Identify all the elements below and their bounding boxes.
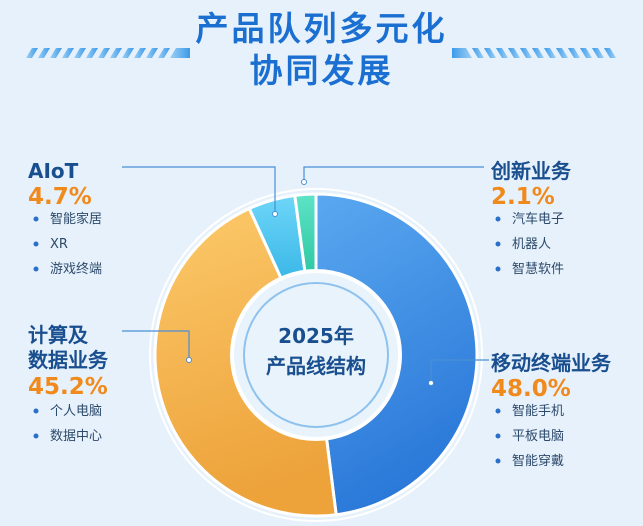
leader-line-mobile bbox=[430, 359, 489, 381]
mobile-item-2: 平板电脑 bbox=[512, 429, 564, 444]
inner-ring bbox=[243, 282, 389, 428]
innovation-percent: 2.1% bbox=[491, 184, 555, 210]
decor-stripes-left bbox=[26, 48, 190, 58]
innovation-item-3: 智慧软件 bbox=[512, 261, 564, 277]
computing-percent: 45.2% bbox=[28, 374, 108, 400]
mobile-percent: 48.0% bbox=[491, 376, 571, 402]
leader-dot-innovation bbox=[301, 179, 307, 185]
computing-name-line-1: 计算及 bbox=[28, 323, 89, 347]
title-line-1: 产品队列多元化 bbox=[195, 9, 448, 48]
aiot-percent: 4.7% bbox=[28, 184, 92, 210]
mobile-item-3: 智能穿戴 bbox=[512, 453, 564, 469]
leader-dot-aiot bbox=[272, 211, 278, 217]
donut-hole bbox=[230, 269, 402, 441]
innovation-item-2: 机器人 bbox=[512, 237, 551, 252]
computing-item-2: 数据中心 bbox=[50, 429, 102, 444]
mobile-name: 移动终端业务 bbox=[491, 351, 612, 375]
center-label-line-1: 2025年 bbox=[278, 324, 354, 348]
aiot-name: AIoT bbox=[28, 159, 79, 183]
aiot-item-1: 智能家居 bbox=[50, 211, 102, 227]
leader-line-computing bbox=[122, 330, 190, 358]
innovation-item-1: 汽车电子 bbox=[512, 211, 564, 227]
computing-name-line-2: 数据业务 bbox=[28, 348, 109, 372]
outer-ring bbox=[149, 188, 483, 522]
leader-line-aiot bbox=[122, 166, 276, 212]
mobile-item-1: 智能手机 bbox=[512, 404, 564, 419]
decor-stripes-right bbox=[452, 48, 616, 58]
center-label-line-2: 产品线结构 bbox=[266, 354, 366, 378]
aiot-item-3: 游戏终端 bbox=[50, 261, 102, 277]
aiot-item-2: XR bbox=[50, 237, 68, 252]
leader-dot-computing bbox=[186, 357, 192, 363]
computing-item-1: 个人电脑 bbox=[50, 404, 102, 419]
innovation-name: 创新业务 bbox=[490, 159, 572, 183]
leader-line-innovation bbox=[303, 166, 484, 180]
title-line-2: 协同发展 bbox=[249, 51, 394, 90]
leader-dot-mobile bbox=[428, 380, 434, 386]
